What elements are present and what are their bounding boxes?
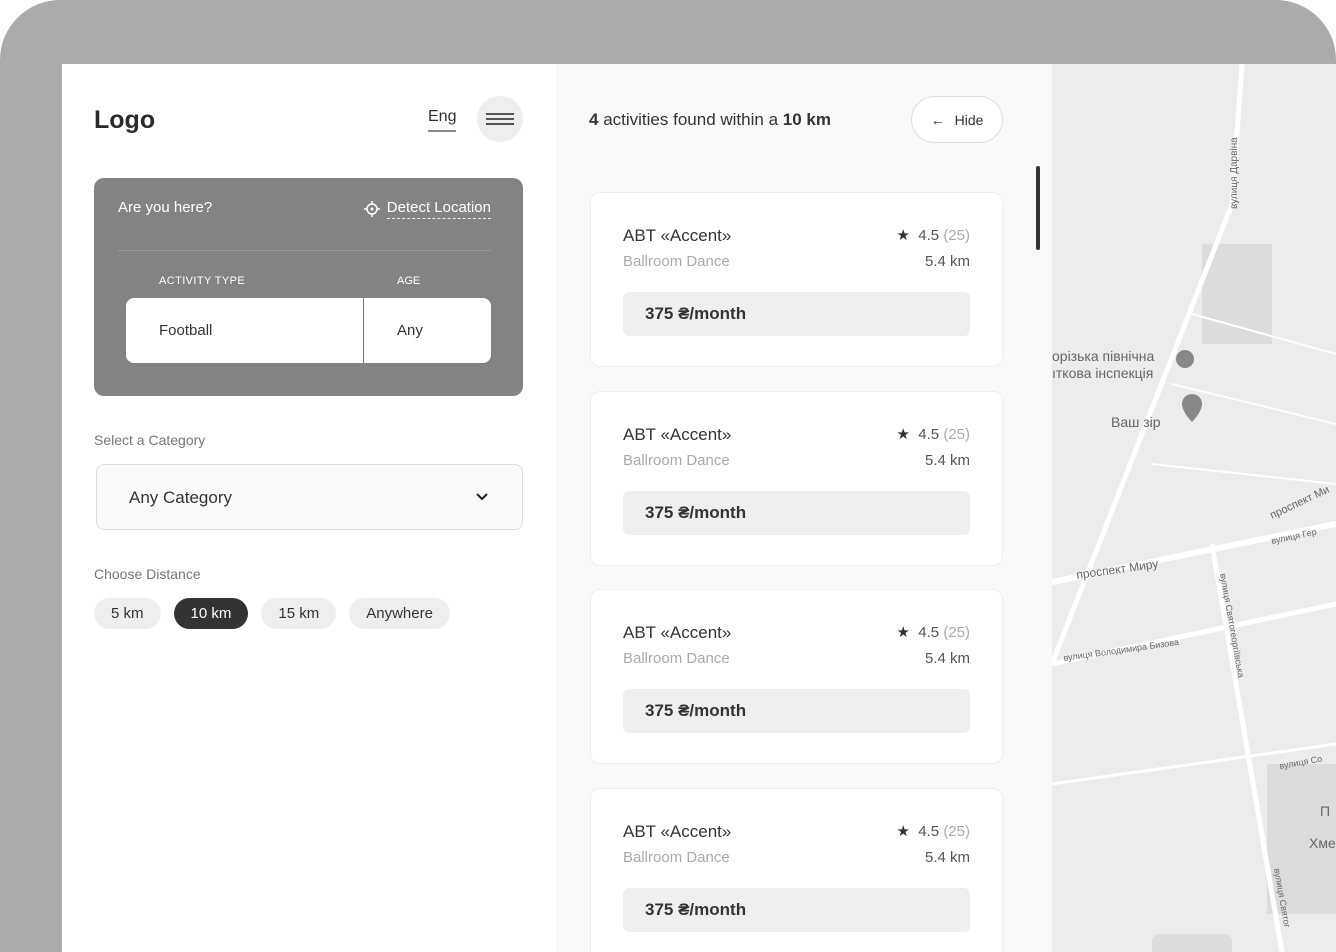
review-count: (25) — [943, 227, 970, 244]
activity-distance: 5.4 km — [924, 848, 970, 866]
museum-pin-icon[interactable] — [1176, 350, 1194, 368]
distance-chip-anywhere[interactable]: Anywhere — [349, 598, 450, 629]
map-label: вулиця Гер — [1270, 527, 1317, 546]
map-block — [1152, 934, 1232, 952]
logo[interactable]: Logo — [94, 106, 156, 134]
map-pin-icon[interactable] — [1182, 394, 1202, 422]
activity-type: Ballroom Dance — [623, 650, 730, 667]
arrow-left-icon: ← — [930, 111, 945, 128]
menu-button[interactable] — [477, 96, 523, 142]
filter-panel: Logo Eng Are you here? Detect Location A… — [62, 64, 556, 952]
rating-value: 4.5 — [918, 624, 940, 641]
map-label: Хме — [1309, 835, 1336, 851]
rating-value: 4.5 — [918, 227, 940, 244]
map-road — [1051, 742, 1336, 786]
rating: ★ 4.5 (25) — [896, 226, 970, 244]
age-label: AGE — [397, 275, 421, 287]
activity-name: ABT «Accent» — [623, 424, 732, 444]
activity-card[interactable]: ABT «Accent» Ballroom Dance ★ 4.5 (25) 5… — [590, 192, 1003, 367]
crosshair-icon — [363, 201, 380, 217]
activity-distance: 5.4 km — [924, 650, 970, 667]
map-road — [1049, 64, 1245, 665]
map-label: вулиця Дарвіна — [1229, 137, 1240, 209]
map-block — [1267, 764, 1336, 914]
map-label: Ваш зір — [1111, 414, 1161, 430]
scrollbar[interactable] — [1036, 166, 1040, 250]
star-icon: ★ — [896, 822, 910, 840]
activity-type: Ballroom Dance — [623, 848, 730, 866]
review-count: (25) — [943, 624, 970, 641]
distance-chip-5km[interactable]: 5 km — [94, 598, 161, 629]
category-dropdown[interactable]: Any Category — [96, 464, 523, 530]
distance-chip-15km[interactable]: 15 km — [261, 598, 337, 629]
chevron-down-icon — [476, 493, 488, 501]
divider — [118, 250, 491, 251]
results-count: 4 — [589, 110, 599, 129]
hide-label: Hide — [954, 111, 984, 128]
category-label: Select a Category — [94, 432, 206, 448]
age-select[interactable]: Any — [397, 322, 423, 339]
review-count: (25) — [943, 822, 970, 840]
rating-value: 4.5 — [918, 425, 940, 443]
distance-chip-10km[interactable]: 10 km — [173, 598, 249, 629]
activity-card[interactable]: ABT «Accent» Ballroom Dance ★ 4.5 (25) 5… — [590, 390, 1003, 566]
map-label: ıткова інспекція — [1052, 365, 1153, 381]
map-road — [1051, 521, 1336, 585]
star-icon: ★ — [896, 624, 910, 641]
results-text: activities found within a — [603, 110, 779, 129]
activity-card[interactable]: ABT «Accent» Ballroom Dance ★ 4.5 (25) 5… — [590, 589, 1003, 764]
activity-type-label: ACTIVITY TYPE — [159, 275, 246, 287]
map-label: вулиця Володимира Бизова — [1063, 637, 1180, 663]
language-switch[interactable]: Eng — [428, 108, 457, 132]
map-canvas[interactable]: вулиця Дарвіна орізька північна ıткова і… — [1049, 64, 1336, 952]
rating: ★ 4.5 (25) — [896, 623, 970, 641]
screen: Logo Eng Are you here? Detect Location A… — [62, 64, 1336, 952]
activity-age-selector: Football Any — [126, 298, 491, 363]
activity-name: ABT «Accent» — [623, 623, 732, 642]
map-road — [1151, 313, 1336, 485]
review-count: (25) — [943, 425, 970, 443]
results-summary: 4 activities found within a 10 km — [589, 110, 831, 130]
map-road — [1051, 601, 1336, 667]
rating: ★ 4.5 (25) — [896, 425, 970, 443]
activity-distance: 5.4 km — [924, 253, 970, 270]
price-badge: 375 ₴/month — [623, 689, 970, 733]
map-road — [1209, 543, 1285, 952]
hide-button[interactable]: ← Hide — [911, 96, 1003, 143]
activity-name: ABT «Accent» — [623, 226, 732, 245]
rating: ★ 4.5 (25) — [896, 822, 970, 840]
activity-card[interactable]: ABT «Accent» Ballroom Dance ★ 4.5 (25) 5… — [590, 787, 1003, 952]
activity-name: ABT «Accent» — [623, 821, 732, 841]
activity-type: Ballroom Dance — [623, 253, 730, 270]
activity-type: Ballroom Dance — [623, 451, 730, 469]
map-label: проспект Ми — [1268, 484, 1331, 522]
map-label: П — [1320, 803, 1330, 819]
activity-distance: 5.4 km — [924, 451, 970, 469]
map[interactable]: вулиця Дарвіна орізька північна ıткова і… — [1049, 64, 1336, 952]
results-panel: 4 activities found within a 10 km ← Hide … — [556, 64, 1052, 952]
map-label: проспект Миру — [1075, 557, 1159, 582]
rating-value: 4.5 — [918, 822, 940, 840]
location-question: Are you here? — [118, 199, 213, 216]
category-value: Any Category — [129, 488, 232, 507]
price-badge: 375 ₴/month — [623, 490, 970, 535]
detect-location-label: Detect Location — [386, 199, 491, 219]
location-box: Are you here? Detect Location ACTIVITY T… — [94, 178, 523, 396]
distance-label: Choose Distance — [94, 566, 201, 582]
star-icon: ★ — [896, 425, 910, 443]
distance-options: 5 km 10 km 15 km Anywhere — [94, 598, 450, 629]
detect-location-button[interactable]: Detect Location — [363, 199, 491, 219]
map-label: орізька північна — [1052, 348, 1155, 364]
star-icon: ★ — [896, 227, 910, 244]
results-distance: 10 km — [782, 110, 831, 129]
activity-type-select[interactable]: Football — [126, 298, 364, 363]
price-badge: 375 ₴/month — [623, 887, 970, 932]
price-badge: 375 ₴/month — [623, 292, 970, 336]
